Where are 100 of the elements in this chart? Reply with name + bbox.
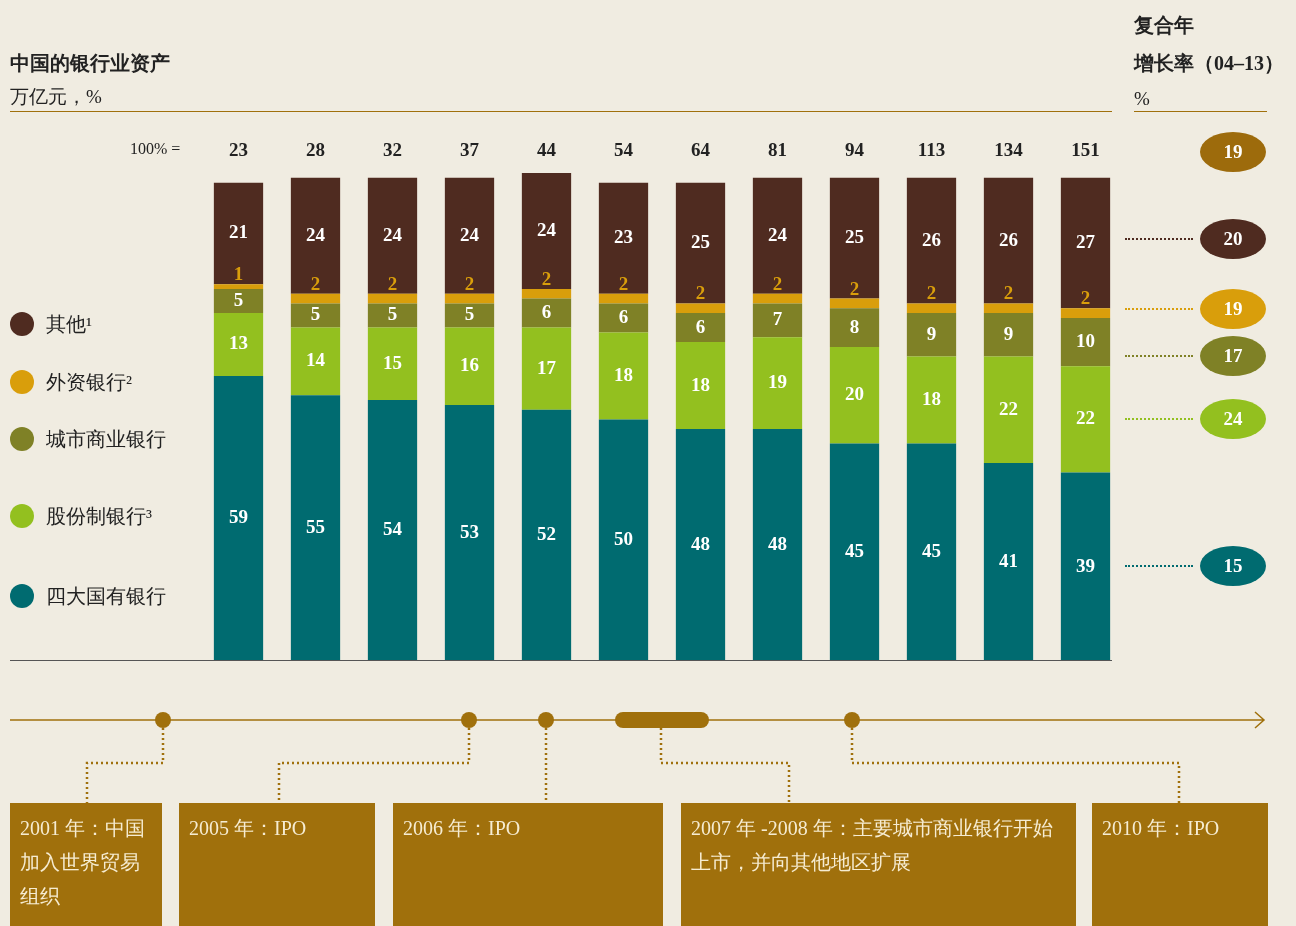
text: %: [1134, 88, 1150, 110]
bar: [675, 342, 726, 430]
text: 32: [383, 138, 402, 160]
bar: [983, 313, 1034, 357]
data-label: 17: [537, 356, 557, 378]
bar: [906, 443, 957, 661]
data-label: 18: [614, 363, 633, 385]
data-label: 6: [695, 315, 706, 337]
bar: [598, 303, 649, 333]
text: 100% =: [130, 140, 181, 158]
data-label: 20: [845, 383, 864, 405]
bar: [829, 443, 880, 661]
legend-label: 城市商业银行: [46, 427, 166, 452]
bar: [983, 303, 1034, 314]
legend-label: 外资银行²: [46, 370, 132, 395]
data-label: 5: [310, 303, 321, 325]
data-label: 18: [691, 373, 710, 395]
bar: [675, 429, 726, 661]
data-label: 10: [1076, 330, 1095, 352]
bar: [1060, 366, 1111, 473]
data-label: 54: [383, 518, 403, 540]
data-label: 24: [460, 223, 480, 245]
bar: [521, 288, 572, 299]
bar: [829, 298, 880, 309]
data-label: 18: [922, 388, 941, 409]
bar: [290, 327, 341, 396]
text: 134: [994, 138, 1024, 160]
bar: [213, 375, 264, 661]
data-label: 9: [1003, 322, 1014, 344]
data-label: 52: [537, 523, 556, 545]
bar: [983, 177, 1034, 304]
bar: [675, 313, 726, 343]
data-label: 8: [849, 315, 860, 337]
bar: [290, 177, 341, 294]
legend-label: 其他¹: [46, 312, 92, 337]
bar: [290, 303, 341, 328]
bar: [598, 293, 649, 304]
data-label: 1: [233, 263, 244, 285]
data-label: 15: [383, 351, 402, 373]
bar: [983, 462, 1034, 661]
data-label: 2: [310, 272, 321, 294]
bar: [752, 429, 803, 661]
data-label: 5: [387, 303, 398, 325]
bar: [521, 298, 572, 328]
bar: [829, 346, 880, 444]
data-label: 50: [614, 528, 633, 550]
bar: [675, 303, 726, 314]
legend-label: 四大国有银行: [46, 584, 166, 609]
bar: [521, 327, 572, 410]
text: 20: [1200, 219, 1266, 259]
data-label: 48: [768, 532, 787, 554]
data-label: 25: [691, 230, 710, 252]
bar: [367, 327, 418, 401]
text: 增长率（04–13）: [1134, 51, 1284, 76]
bar: [213, 288, 264, 314]
text: 151: [1071, 138, 1100, 160]
bar: [521, 173, 572, 289]
bar: [1060, 472, 1111, 661]
data-label: 2: [618, 272, 629, 294]
bar: [598, 332, 649, 420]
data-label: 26: [922, 228, 941, 250]
bar: [444, 303, 495, 328]
data-label: 23: [614, 226, 633, 248]
text: 37: [460, 138, 480, 160]
chart-subtitle: 万亿元，%: [10, 85, 102, 109]
bar: [444, 327, 495, 405]
bar: [829, 177, 880, 299]
data-label: 6: [541, 301, 552, 323]
data-label: 26: [999, 228, 1018, 250]
text: 17: [1200, 336, 1266, 376]
data-label: 2: [387, 272, 398, 294]
text: 19: [1200, 132, 1266, 172]
data-label: 2: [541, 267, 552, 289]
data-label: 6: [618, 305, 629, 327]
text: 81: [768, 138, 787, 160]
bar: [367, 293, 418, 304]
text: 2010 年：IPO: [1092, 803, 1268, 926]
data-label: 24: [306, 223, 326, 245]
data-label: 24: [383, 223, 403, 245]
data-label: 2: [849, 277, 860, 299]
data-label: 24: [537, 218, 557, 240]
text: 23: [229, 138, 248, 160]
data-label: 2: [926, 282, 937, 304]
bar: [521, 409, 572, 661]
bar: [906, 177, 957, 304]
text: 2006 年：IPO: [393, 803, 663, 926]
data-label: 13: [229, 332, 248, 354]
data-label: 5: [464, 303, 475, 325]
data-label: 2: [772, 272, 783, 294]
data-label: 2: [1003, 282, 1014, 304]
data-label: 2: [464, 272, 475, 294]
data-label: 45: [845, 540, 864, 562]
data-label: 14: [306, 349, 326, 371]
text: 24: [1200, 399, 1266, 439]
text: 64: [691, 138, 711, 160]
text: 28: [306, 138, 325, 160]
text: 复合年: [1134, 13, 1194, 38]
bar: [367, 303, 418, 328]
bar: [367, 177, 418, 294]
data-label: 16: [460, 354, 479, 376]
